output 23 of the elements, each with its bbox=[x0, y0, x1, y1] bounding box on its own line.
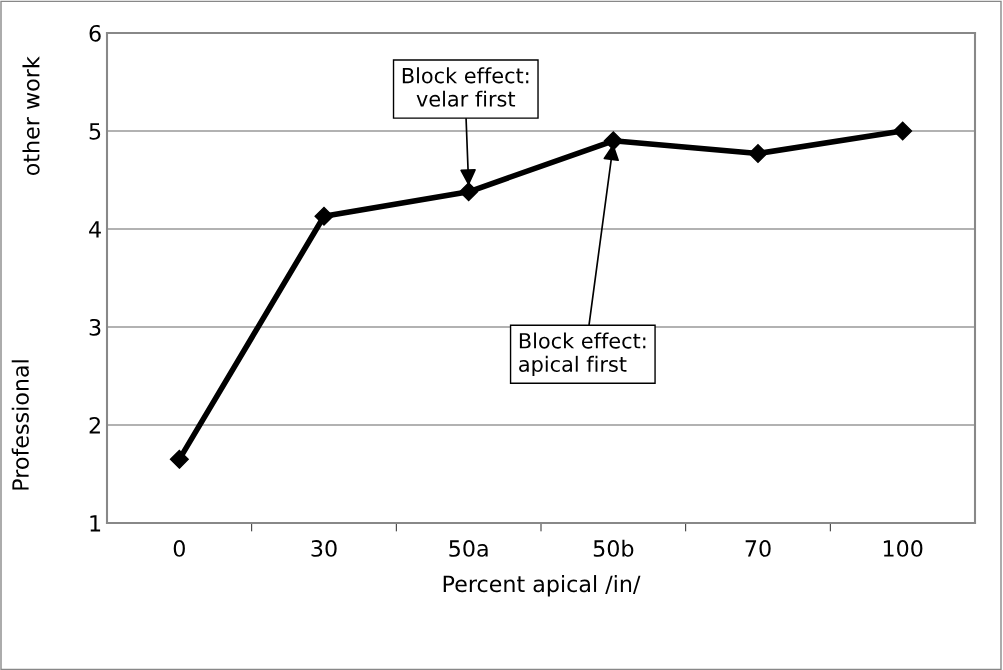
x-tick-label: 50b bbox=[593, 539, 634, 557]
y-tick-label: 5 bbox=[89, 123, 101, 140]
x-axis-title: Percent apical /in/ bbox=[443, 575, 641, 597]
point bbox=[314, 206, 334, 226]
annotation: Block effect: apical first bbox=[519, 332, 646, 376]
x-tick-label: 70 bbox=[745, 540, 771, 557]
annotation: Block effect: velar first bbox=[402, 67, 529, 107]
x-tick-label: 0 bbox=[173, 540, 185, 557]
y-tick-label: 6 bbox=[89, 24, 101, 42]
point bbox=[893, 121, 913, 141]
y-tick-label: 1 bbox=[90, 515, 101, 532]
point bbox=[459, 182, 479, 202]
point bbox=[603, 131, 623, 151]
point bbox=[748, 144, 768, 164]
x-tick-label: 30 bbox=[311, 540, 337, 557]
y-axis-title: Professional bbox=[11, 360, 29, 490]
text: other work bbox=[22, 56, 40, 176]
x-tick-label: 50a bbox=[449, 540, 488, 557]
y-tick-label: 2 bbox=[89, 416, 100, 434]
y-tick-label: 4 bbox=[89, 221, 101, 238]
y-tick-label: 3 bbox=[89, 318, 101, 336]
point bbox=[169, 449, 189, 469]
x-tick-label: 100 bbox=[883, 540, 923, 557]
